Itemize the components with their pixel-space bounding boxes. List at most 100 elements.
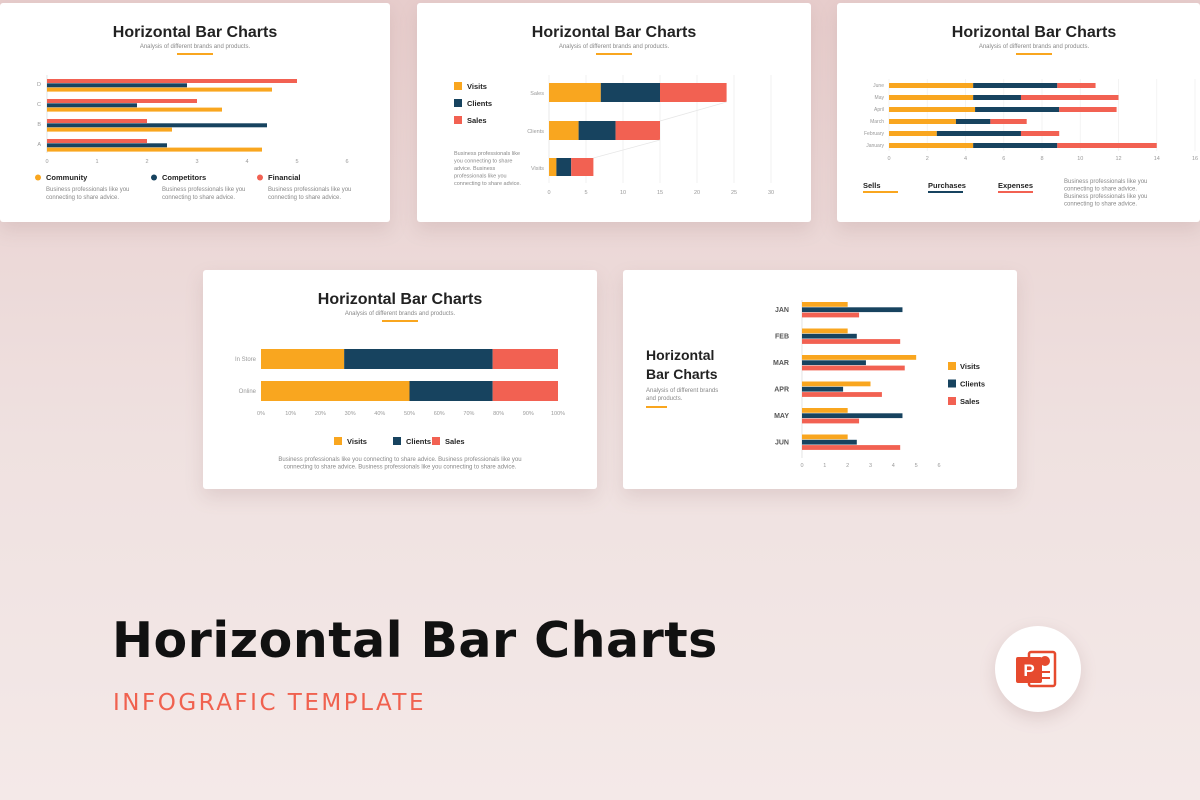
- legend-label: Visits: [347, 437, 367, 446]
- x-tick-label: 5: [915, 463, 918, 469]
- slide-title: Horizontal Bar Charts: [532, 24, 697, 41]
- category-label: C: [37, 102, 41, 108]
- bar: [802, 392, 882, 397]
- stacked-bar-segment: [889, 143, 974, 148]
- legend-label: Visits: [960, 362, 980, 371]
- slide-card-4[interactable]: Horizontal Bar Charts Analysis of differe…: [203, 270, 597, 489]
- slide-card-1[interactable]: Horizontal Bar Charts Analysis of differe…: [0, 3, 390, 222]
- bar: [802, 365, 905, 371]
- slide-note: Business professionals like you connectin…: [454, 151, 521, 187]
- category-label: February: [864, 131, 885, 137]
- stacked-bar-segment: [261, 381, 410, 401]
- legend-label: Purchases: [928, 181, 966, 190]
- x-tick-label: 50%: [404, 411, 415, 417]
- stacked-bar-segment: [571, 158, 594, 176]
- bar: [47, 147, 262, 152]
- slide-note: Business professionals like you connectin…: [1064, 179, 1147, 208]
- slide-title: Bar Charts: [646, 366, 718, 382]
- category-label: June: [873, 83, 884, 89]
- bar: [47, 139, 147, 143]
- stacked-bar-segment: [973, 143, 1058, 148]
- x-tick-label: 5: [584, 190, 587, 196]
- x-tick-label: 5: [295, 159, 298, 165]
- x-tick-label: 14: [1154, 156, 1160, 162]
- bar: [802, 302, 848, 307]
- stacked-bar-segment: [1059, 107, 1117, 112]
- category-label: APR: [774, 387, 789, 394]
- stacked-bar-segment: [549, 121, 579, 140]
- legend-label: Clients: [406, 437, 431, 446]
- x-tick-label: 70%: [463, 411, 474, 417]
- slide-title: Horizontal: [646, 347, 714, 363]
- bar: [802, 434, 848, 440]
- bar: [47, 79, 297, 83]
- x-tick-label: 4: [892, 463, 895, 469]
- stacked-bar-segment: [492, 349, 558, 369]
- bar: [47, 83, 187, 88]
- bar: [802, 408, 848, 413]
- legend-dot: [257, 174, 263, 181]
- category-label: JUN: [775, 440, 789, 447]
- stacked-bar-segment: [344, 349, 493, 369]
- bar: [47, 119, 147, 123]
- legend-swatch: [948, 362, 956, 370]
- bar: [802, 381, 871, 387]
- x-tick-label: 0: [800, 463, 803, 469]
- legend-label: Clients: [467, 99, 492, 108]
- stacked-bar-segment: [549, 83, 601, 102]
- stacked-bar-segment: [549, 158, 557, 176]
- legend-swatch: [334, 437, 342, 445]
- bar: [47, 107, 222, 112]
- x-tick-label: 10%: [285, 411, 296, 417]
- bar: [47, 99, 197, 103]
- stacked-bar-segment: [556, 158, 572, 176]
- slide-title: Horizontal Bar Charts: [113, 24, 278, 41]
- title-underline: [646, 406, 667, 408]
- x-tick-label: 12: [1115, 156, 1121, 162]
- legend-description: Business professionals like you connectin…: [162, 187, 245, 201]
- legend-dot: [35, 174, 41, 181]
- hero-title: Horizontal Bar Charts: [112, 612, 718, 669]
- stacked-bar-segment: [615, 121, 660, 140]
- legend-label: Financial: [268, 173, 301, 182]
- x-tick-label: 2: [846, 463, 849, 469]
- slide-title: Horizontal Bar Charts: [952, 24, 1117, 41]
- stacked-bar-segment: [578, 121, 616, 140]
- category-label: Visits: [531, 166, 544, 172]
- x-tick-label: 3: [195, 159, 198, 165]
- powerpoint-badge: P: [995, 626, 1081, 712]
- legend-label: Sales: [445, 437, 465, 446]
- x-tick-label: 10: [1077, 156, 1083, 162]
- connector-line: [593, 139, 661, 159]
- slide-card-3[interactable]: Horizontal Bar Charts Analysis of differe…: [837, 3, 1200, 222]
- category-label: JAN: [775, 307, 789, 314]
- legend-swatch: [393, 437, 401, 445]
- x-tick-label: 4: [964, 156, 967, 162]
- bar: [802, 355, 917, 360]
- legend-label: Sales: [960, 397, 980, 406]
- x-tick-label: 16: [1192, 156, 1198, 162]
- x-tick-label: 1: [823, 463, 826, 469]
- stacked-bar-segment: [261, 349, 345, 369]
- stacked-bar-segment: [973, 83, 1058, 88]
- x-tick-label: 0%: [257, 411, 265, 417]
- stacked-bar-segment: [889, 131, 937, 136]
- category-label: March: [870, 119, 884, 125]
- x-tick-label: 6: [937, 463, 940, 469]
- x-tick-label: 20%: [315, 411, 326, 417]
- stacked-bar-segment: [492, 381, 558, 401]
- stacked-bar-segment: [1020, 95, 1119, 100]
- hero-subtitle: INFOGRAFIC TEMPLATE: [113, 690, 426, 716]
- legend-swatch: [454, 99, 462, 107]
- bar: [802, 333, 857, 339]
- slide-card-5[interactable]: Horizontal Bar Charts Analysis of differen…: [623, 270, 1017, 489]
- legend-swatch: [948, 397, 956, 405]
- category-label: Clients: [527, 129, 544, 135]
- slide-card-2[interactable]: Horizontal Bar Charts Analysis of differe…: [417, 3, 811, 222]
- bar: [47, 103, 137, 108]
- stacked-bar-segment: [936, 131, 1021, 136]
- category-label: MAY: [774, 413, 789, 420]
- x-tick-label: 15: [657, 190, 663, 196]
- stacked-bar-segment: [1020, 131, 1060, 136]
- stacked-bar-segment: [600, 83, 660, 102]
